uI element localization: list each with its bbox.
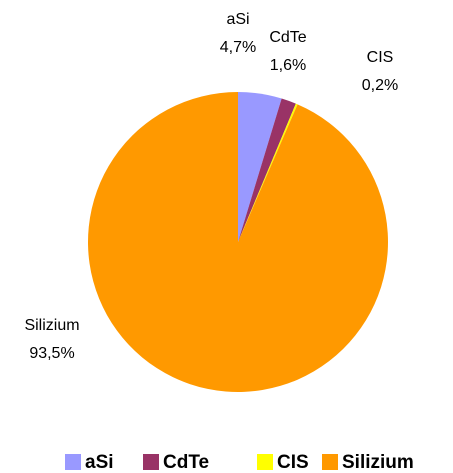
pie-slice <box>238 103 298 242</box>
slice-value-label: 4,7% <box>220 39 256 56</box>
legend-label: aSi <box>85 452 114 473</box>
slice-label: aSi <box>226 11 249 28</box>
legend-label: Silizium <box>342 452 414 473</box>
slice-value-label: 93,5% <box>29 345 74 362</box>
slice-value-label: 0,2% <box>362 77 398 94</box>
legend-swatch <box>322 454 338 470</box>
slice-label: CIS <box>367 49 394 66</box>
slice-value-label: 1,6% <box>270 57 306 74</box>
legend-swatch <box>65 454 81 470</box>
legend-label: CIS <box>277 452 309 473</box>
legend-swatch <box>143 454 159 470</box>
pie-slice <box>238 98 296 242</box>
legend-label: CdTe <box>163 452 209 473</box>
pie-slice <box>238 92 282 242</box>
pie-slice <box>87 92 388 392</box>
slice-label: Silizium <box>24 317 79 334</box>
legend-swatch <box>257 454 273 470</box>
slice-label: CdTe <box>269 29 306 46</box>
